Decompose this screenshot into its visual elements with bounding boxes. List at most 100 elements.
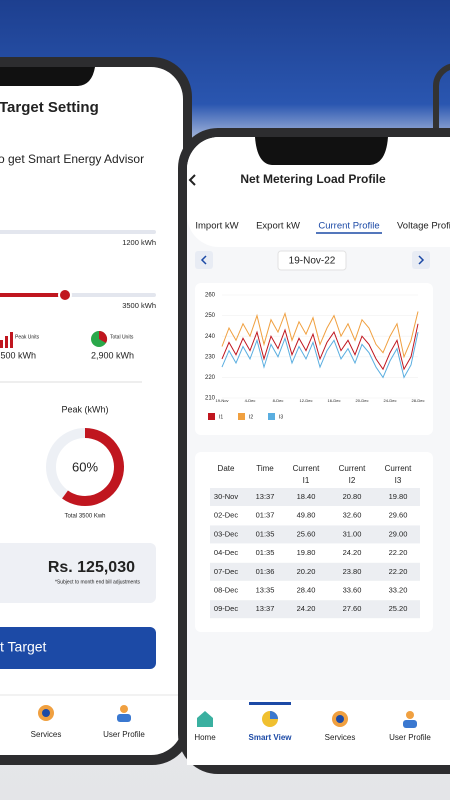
table-cell: 28.40 xyxy=(297,585,316,594)
table-cell: 07-Dec xyxy=(214,567,238,576)
x-tick-label: 8-Dec xyxy=(273,398,284,403)
legend-swatch xyxy=(208,413,215,420)
x-tick-label: 4-Dec xyxy=(245,398,256,403)
next-button[interactable] xyxy=(412,251,430,269)
table-cell: 25.20 xyxy=(389,604,408,613)
table-cell: 22.20 xyxy=(389,567,408,576)
table-cell: 09-Dec xyxy=(214,604,238,613)
x-tick-label: 20-Dec xyxy=(356,398,369,403)
nav-active-bar xyxy=(249,702,291,705)
date-box[interactable] xyxy=(277,250,347,271)
table-cell: 24.20 xyxy=(343,548,362,557)
services-icon[interactable] xyxy=(332,711,348,727)
row-background xyxy=(210,525,420,544)
table-cell: 29.00 xyxy=(389,529,408,538)
table-cell: 22.20 xyxy=(389,548,408,557)
smart-view-icon[interactable] xyxy=(262,711,278,727)
table-cell: 30-Nov xyxy=(214,492,238,501)
slider-fill xyxy=(0,293,65,297)
legend-label: I2 xyxy=(249,414,253,420)
amount: Rs. 125,030 xyxy=(48,559,135,576)
table-cell: 27.60 xyxy=(343,604,362,613)
y-tick-label: 220 xyxy=(205,375,216,381)
bottom-nav xyxy=(187,700,450,765)
tab-active[interactable]: Current Profile xyxy=(318,221,379,232)
y-tick-label: 250 xyxy=(205,313,216,319)
services-icon[interactable] xyxy=(38,705,54,721)
table-cell: 23.80 xyxy=(343,567,362,576)
table-cell: 01:35 xyxy=(256,529,275,538)
x-tick-label: 28-Dec xyxy=(412,398,425,403)
total-units-value: 2,900 kWh xyxy=(91,350,134,360)
table-header: Current xyxy=(385,464,412,473)
table-header: Date xyxy=(218,464,235,473)
third-phone xyxy=(433,63,450,159)
nav-label[interactable]: Services xyxy=(325,733,356,742)
table-cell: 01:36 xyxy=(256,567,275,576)
left-subtitle: o get Smart Energy Advisor xyxy=(0,152,144,166)
slider-label: 1200 kWh xyxy=(122,238,156,247)
table-cell: 08-Dec xyxy=(214,585,238,594)
legend-swatch xyxy=(238,413,245,420)
table-cell: 33.20 xyxy=(389,585,408,594)
legend-label: I1 xyxy=(219,414,223,420)
table: Date Time Current I1 Current I2 Current I3 30-No… xyxy=(210,464,420,619)
table-header: Time xyxy=(256,464,274,473)
table-cell: 20.20 xyxy=(297,567,316,576)
table-cell: 19.80 xyxy=(297,548,316,557)
x-tick-label: 16-Dec xyxy=(328,398,341,403)
row-background xyxy=(210,600,420,619)
profile-icon[interactable] xyxy=(117,705,131,722)
legend-label: I3 xyxy=(279,414,283,420)
slider-track[interactable] xyxy=(0,230,156,234)
total-icon xyxy=(91,330,108,347)
table-cell: 33.60 xyxy=(343,585,362,594)
profile-icon[interactable] xyxy=(403,711,417,728)
table-cell: 32.60 xyxy=(343,511,362,520)
table-cell: 19.80 xyxy=(389,492,408,501)
amount-card xyxy=(0,543,156,603)
table-cell: 20.80 xyxy=(343,492,362,501)
right-header xyxy=(187,137,450,247)
next-arrow xyxy=(418,255,425,265)
tab[interactable]: Voltage Profile xyxy=(397,221,450,232)
prev-button[interactable] xyxy=(195,251,213,269)
right-title: Net Metering Load Profile xyxy=(240,172,386,186)
series-line xyxy=(221,311,419,359)
peak-units-value: 2,500 kWh xyxy=(0,350,36,360)
tab[interactable]: Export kW xyxy=(256,221,300,232)
table-header: I1 xyxy=(303,476,310,485)
y-tick-label: 230 xyxy=(205,354,216,360)
donut-caption: Total 3500 Kwh xyxy=(64,514,105,520)
table-header: Current xyxy=(293,464,320,473)
nav-label[interactable]: Home xyxy=(194,733,216,742)
button-label: t Target xyxy=(0,639,47,655)
x-tick-label: 12-Dec xyxy=(300,398,313,403)
back-arrow[interactable] xyxy=(188,174,196,186)
y-tick-label: 240 xyxy=(205,334,216,340)
slider-knob[interactable] xyxy=(58,288,72,302)
set-target-button[interactable] xyxy=(0,627,156,669)
chart-card xyxy=(195,283,433,435)
table-cell: 13:37 xyxy=(256,604,275,613)
home-icon[interactable] xyxy=(197,711,213,727)
table-cell: 13:37 xyxy=(256,492,275,501)
row-background xyxy=(210,562,420,581)
table-cell: 24.20 xyxy=(297,604,316,613)
table-cell: 18.40 xyxy=(297,492,316,501)
table-cell: 04-Dec xyxy=(214,548,238,557)
nav-label[interactable]: User Profile xyxy=(103,730,145,739)
nav-label-active[interactable]: Smart View xyxy=(249,733,293,742)
tab[interactable]: Import kW xyxy=(195,221,238,232)
nav-label[interactable]: User Profile xyxy=(389,733,431,742)
left-title: Target Setting xyxy=(0,99,99,116)
prev-arrow xyxy=(200,255,207,265)
table-cell: 01:37 xyxy=(256,511,275,520)
nav-label[interactable]: Services xyxy=(31,730,62,739)
donut-title: Peak (kWh) xyxy=(61,404,108,414)
table-cell: 02-Dec xyxy=(214,511,238,520)
slider-label: 3500 kWh xyxy=(122,301,156,310)
table-header: I3 xyxy=(395,476,402,485)
